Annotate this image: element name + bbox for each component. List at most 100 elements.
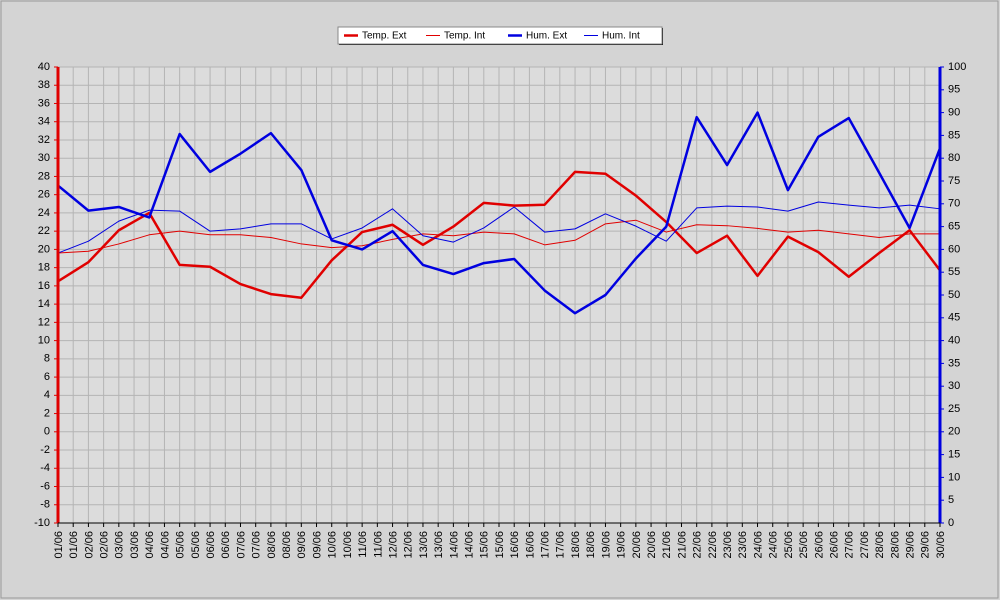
- y2-tick-label: 50: [948, 289, 960, 301]
- y-tick-label: 22: [38, 225, 50, 237]
- x-tick-label: 15/06: [479, 531, 491, 559]
- x-tick-label: 17/06: [555, 531, 567, 559]
- y-tick-label: -4: [40, 462, 50, 474]
- y2-tick-label: 0: [948, 517, 954, 529]
- series-line: [57, 201, 941, 254]
- x-tick-label: 09/06: [311, 531, 323, 559]
- y2-tick-label: 65: [948, 221, 960, 233]
- legend-label: Hum. Int: [602, 31, 640, 42]
- y2-tick-label: 25: [948, 403, 960, 415]
- x-tick-label: 20/06: [631, 531, 643, 559]
- x-tick-label: 06/06: [220, 531, 232, 559]
- x-tick-label: 17/06: [540, 531, 552, 559]
- y-tick-label: -6: [40, 480, 50, 492]
- y-tick-label: 0: [44, 426, 50, 438]
- x-tick-label: 13/06: [433, 531, 445, 559]
- y2-tick-label: 85: [948, 129, 960, 141]
- x-tick-label: 05/06: [175, 531, 187, 559]
- y2-tick-label: 75: [948, 175, 960, 187]
- x-tick-label: 21/06: [661, 531, 673, 559]
- x-tick-label: 19/06: [600, 531, 612, 559]
- x-tick-label: 26/06: [828, 531, 840, 559]
- x-tick-label: 16/06: [524, 531, 536, 559]
- y2-tick-label: 90: [948, 107, 960, 119]
- y2-tick-label: 20: [948, 426, 960, 438]
- y2-tick-label: 45: [948, 312, 960, 324]
- y-tick-label: 14: [38, 298, 50, 310]
- x-tick-label: 28/06: [889, 531, 901, 559]
- x-tick-label: 04/06: [144, 531, 156, 559]
- x-tick-label: 02/06: [99, 531, 111, 559]
- x-tick-label: 08/06: [281, 531, 293, 559]
- x-tick-label: 27/06: [859, 531, 871, 559]
- y-tick-label: 16: [38, 280, 50, 292]
- series-line: [57, 111, 942, 315]
- y-tick-label: 40: [38, 61, 50, 73]
- x-tick-label: 09/06: [296, 531, 308, 559]
- x-tick-label: 16/06: [509, 531, 521, 559]
- y-tick-label: 18: [38, 262, 50, 274]
- y2-tick-label: 35: [948, 357, 960, 369]
- y2-tick-label: 10: [948, 471, 960, 483]
- y-tick-label: -2: [40, 444, 50, 456]
- x-tick-label: 18/06: [570, 531, 582, 559]
- x-tick-label: 25/06: [798, 531, 810, 559]
- y2-tick-label: 30: [948, 380, 960, 392]
- x-tick-label: 14/06: [463, 531, 475, 559]
- y2-tick-label: 95: [948, 84, 960, 96]
- legend-label: Hum. Ext: [526, 31, 567, 42]
- axes: -10-8-6-4-202468101214161820222426283032…: [34, 61, 966, 559]
- x-tick-label: 04/06: [159, 531, 171, 559]
- y-tick-label: -8: [40, 499, 50, 511]
- x-tick-label: 10/06: [342, 531, 354, 559]
- x-tick-label: 11/06: [372, 531, 384, 558]
- y-tick-label: 26: [38, 189, 50, 201]
- y2-tick-label: 80: [948, 152, 960, 164]
- x-tick-label: 28/06: [874, 531, 886, 559]
- x-tick-label: 15/06: [494, 531, 506, 559]
- x-tick-label: 03/06: [129, 531, 141, 559]
- x-tick-label: 01/06: [68, 531, 80, 559]
- x-tick-label: 01/06: [53, 531, 65, 559]
- y-tick-label: -10: [34, 517, 50, 529]
- y2-tick-label: 55: [948, 266, 960, 278]
- x-tick-label: 07/06: [235, 531, 247, 559]
- x-tick-label: 27/06: [844, 531, 856, 559]
- y2-tick-label: 15: [948, 449, 960, 461]
- y-tick-label: 10: [38, 335, 50, 347]
- y2-tick-label: 100: [948, 61, 966, 73]
- y2-tick-label: 70: [948, 198, 960, 210]
- x-tick-label: 10/06: [327, 531, 339, 559]
- y-tick-label: 4: [44, 389, 50, 401]
- lines: [57, 111, 942, 315]
- y2-tick-label: 60: [948, 243, 960, 255]
- x-tick-label: 23/06: [722, 531, 734, 559]
- x-tick-label: 30/06: [935, 531, 947, 559]
- x-tick-label: 18/06: [585, 531, 597, 559]
- y-tick-label: 28: [38, 170, 50, 182]
- x-tick-label: 03/06: [114, 531, 126, 559]
- legend-box: [337, 26, 663, 45]
- x-tick-label: 13/06: [418, 531, 430, 559]
- legend: Temp. Ext Temp. Int Hum. Ext Hum. Int: [337, 26, 663, 45]
- x-tick-label: 24/06: [752, 531, 764, 559]
- y-tick-label: 12: [38, 316, 50, 328]
- x-tick-label: 24/06: [768, 531, 780, 559]
- x-tick-label: 11/06: [357, 531, 369, 558]
- legend-label: Temp. Ext: [362, 31, 407, 42]
- x-tick-label: 19/06: [616, 531, 628, 559]
- y2-tick-label: 5: [948, 494, 954, 506]
- x-tick-label: 12/06: [387, 531, 399, 559]
- x-tick-label: 02/06: [83, 531, 95, 559]
- x-tick-label: 29/06: [920, 531, 932, 559]
- series-line: [57, 170, 941, 299]
- y-tick-label: 36: [38, 97, 50, 109]
- x-tick-label: 14/06: [448, 531, 460, 559]
- y-tick-label: 24: [38, 207, 50, 219]
- x-tick-label: 26/06: [813, 531, 825, 559]
- legend-label: Temp. Int: [444, 31, 485, 42]
- x-tick-label: 25/06: [783, 531, 795, 559]
- x-tick-label: 07/06: [251, 531, 263, 559]
- y-tick-label: 8: [44, 353, 50, 365]
